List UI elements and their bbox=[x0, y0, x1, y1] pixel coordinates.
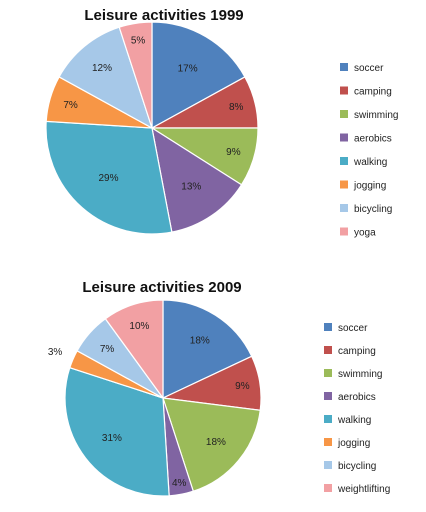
chart-title: Leisure activities 1999 bbox=[84, 7, 243, 24]
legend-swatch-jogging bbox=[340, 180, 348, 189]
pie-slice-yoga bbox=[118, 21, 153, 129]
pie-chart-2009: Leisure activities 2009 18% 9% 18% 4% 31% 3% 7… bbox=[48, 279, 390, 497]
legend-swatch-walking bbox=[324, 415, 332, 423]
slice-label-walking: 31% bbox=[102, 433, 122, 444]
legend-label-jogging: jogging bbox=[353, 181, 386, 192]
legend-swatch-jogging bbox=[324, 438, 332, 446]
legend-swatch-camping bbox=[324, 346, 332, 354]
legend-label-aerobics: aerobics bbox=[354, 134, 392, 145]
legend-label-soccer: soccer bbox=[338, 323, 368, 334]
pie-slice-weightlifting bbox=[104, 299, 164, 400]
legend-label-aerobics: aerobics bbox=[338, 392, 376, 403]
pie-slice-swimming bbox=[162, 397, 261, 492]
slice-label-aerobics: 4% bbox=[172, 478, 187, 489]
slice-label-bicycling: 7% bbox=[100, 344, 115, 355]
legend-label-weightlifting: weightlifting bbox=[337, 484, 390, 495]
slice-label-jogging: 7% bbox=[63, 100, 78, 111]
slice-label-jogging: 3% bbox=[48, 347, 63, 358]
legend-swatch-soccer bbox=[324, 323, 332, 331]
legend-label-camping: camping bbox=[338, 346, 376, 357]
legend-swatch-bicycling bbox=[340, 204, 348, 212]
legend-swatch-aerobics bbox=[340, 133, 348, 142]
legend-label-bicycling: bicycling bbox=[354, 204, 392, 215]
legend-label-walking: walking bbox=[337, 415, 371, 426]
legend-label-walking: walking bbox=[353, 157, 387, 168]
legend-swatch-bicycling bbox=[324, 461, 332, 469]
pie-chart-1999: Leisure activities 1999 17% 8% 9% 13% 29% 7% 1… bbox=[45, 7, 398, 239]
pie-slice-soccer bbox=[162, 299, 253, 399]
legend-swatch-weightlifting bbox=[324, 484, 332, 492]
slice-label-soccer: 18% bbox=[190, 336, 210, 347]
legend-swatch-swimming bbox=[340, 110, 348, 118]
slice-label-yoga: 5% bbox=[131, 36, 146, 47]
legend-swatch-yoga bbox=[340, 227, 348, 236]
slice-label-bicycling: 12% bbox=[92, 63, 112, 74]
slice-label-camping: 9% bbox=[235, 381, 250, 392]
slice-label-aerobics: 13% bbox=[181, 181, 201, 192]
slice-label-walking: 29% bbox=[98, 173, 118, 184]
legend-label-swimming: swimming bbox=[354, 110, 398, 121]
legend-swatch-aerobics bbox=[324, 392, 332, 400]
pie-slice-walking bbox=[64, 366, 170, 497]
chart-title: Leisure activities 2009 bbox=[82, 279, 241, 296]
legend-swatch-soccer bbox=[340, 63, 348, 71]
legend-label-bicycling: bicycling bbox=[338, 461, 376, 472]
legend-swatch-walking bbox=[340, 157, 348, 165]
legend-swatch-swimming bbox=[324, 369, 332, 377]
legend-label-yoga: yoga bbox=[354, 228, 376, 239]
legend-label-jogging: jogging bbox=[337, 438, 370, 449]
legend-label-swimming: swimming bbox=[338, 369, 382, 380]
pie-slice-walking bbox=[45, 120, 173, 235]
slice-label-swimming: 9% bbox=[226, 147, 241, 158]
pie-slice-aerobics bbox=[151, 126, 243, 233]
legend-label-soccer: soccer bbox=[354, 63, 384, 74]
pie-slice-bicycling bbox=[58, 26, 154, 130]
slice-label-soccer: 17% bbox=[178, 63, 198, 74]
slice-label-camping: 8% bbox=[229, 102, 244, 113]
pie-slice-soccer bbox=[151, 21, 246, 130]
legend-swatch-camping bbox=[340, 86, 348, 95]
legend-label-camping: camping bbox=[354, 87, 392, 98]
slice-label-weightlifting: 10% bbox=[129, 321, 149, 332]
slice-label-swimming: 18% bbox=[206, 437, 226, 448]
